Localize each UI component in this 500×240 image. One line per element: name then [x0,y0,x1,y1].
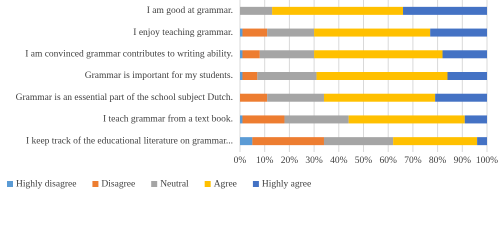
bar-segment [240,93,268,102]
x-tick-label: 40% [330,156,348,166]
bar-segment [477,137,487,146]
bar-segment [240,137,253,146]
x-tick-label: 70% [404,156,422,166]
x-tick-label: 30% [305,156,323,166]
bar-segment [257,72,317,80]
legend-label: Agree [214,180,237,190]
legend-label: Highly agree [262,180,311,190]
bar-segment [314,50,443,59]
y-tick-label: Grammar is an essential part of the scho… [16,92,233,103]
legend-swatch [7,181,13,187]
y-tick-label: I am good at grammar. [147,6,233,16]
chart: 0% 10% 20% 30% 40% 50% 60% 70% 80% 90% 100% I am go… [7,0,498,190]
legend-label: Disagree [101,180,135,190]
x-tick-label: 20% [281,156,299,166]
bar-segment [403,6,487,15]
bar-segment [240,72,243,80]
page: 0% 10% 20% 30% 40% 50% 60% 70% 80% 90% 100% I am go… [7,0,499,190]
bar-segment [252,137,324,146]
legend-swatch [151,181,158,187]
bar-segment [267,28,315,37]
bar-segment [240,115,243,124]
bar-segment [447,72,487,80]
x-tick-label: 80% [429,156,447,166]
bar-segment [272,6,404,15]
bar-segment [284,115,349,124]
bar-segment [435,93,487,102]
bar-segment [267,93,324,102]
bar-segment [259,50,315,59]
x-tick-label: 50% [355,156,373,166]
x-tick-label: 0% [234,156,247,166]
y-tick-label: Grammar is important for my students. [85,70,233,81]
bar-segment [242,28,268,37]
legend-label: Highly disagree [16,180,76,190]
bar-segment [323,93,436,102]
y-tick-label: I teach grammar from a text book. [103,114,233,125]
bar-segment [240,6,273,15]
bar-segment [430,28,487,37]
bar-segment [242,50,260,59]
bar-segment [240,50,243,59]
bar-segment [348,115,465,124]
legend-swatch [252,181,259,187]
bar-segment [242,72,258,80]
bar-segment [316,72,448,80]
bar-segment [442,50,487,59]
x-tick-label: 10% [256,156,274,166]
x-tick-label: 90% [454,156,472,166]
legend-swatch [92,181,99,187]
bar-segment [323,137,394,146]
bar-segment [464,115,487,124]
bar-segment [393,137,478,146]
legend-label: Neutral [160,180,189,190]
x-tick-label: 60% [379,156,397,166]
bar-segment [240,28,243,37]
y-tick-label: I keep track of the educational literatu… [26,135,233,146]
x-tick-label: 100% [476,156,498,166]
y-tick-label: I am convinced grammar contributes to wr… [25,49,233,59]
bar-segment [314,28,431,37]
y-tick-label: I enjoy teaching grammar. [133,28,233,38]
bar-segment [242,115,285,124]
legend-swatch [204,181,211,187]
